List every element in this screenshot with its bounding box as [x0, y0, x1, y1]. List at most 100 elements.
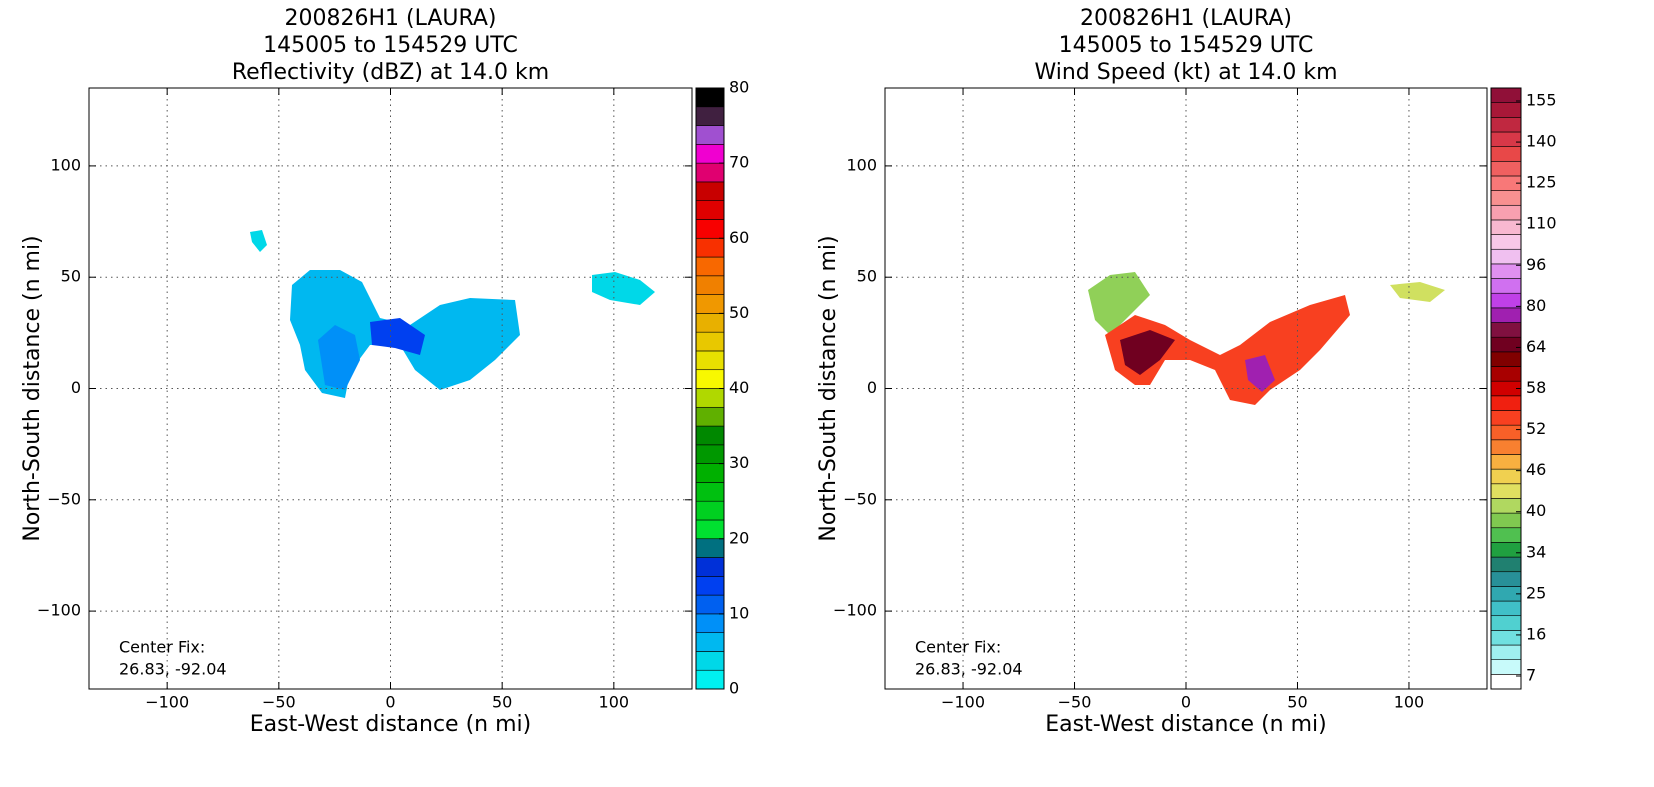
- colorbar-tick-label: 25: [1526, 583, 1546, 602]
- colorbar-cell: [695, 219, 725, 239]
- colorbar-cell: [695, 144, 725, 164]
- colorbar-cell: [1490, 454, 1522, 470]
- y-tick-label: −50: [843, 489, 877, 508]
- colorbar-cell: [1490, 644, 1522, 660]
- x-tick-label: 100: [599, 693, 630, 712]
- y-tick-label: 0: [71, 378, 81, 397]
- colorbar-cell: [1490, 615, 1522, 631]
- colorbar-cell: [1490, 351, 1522, 367]
- colorbar-cell: [1490, 204, 1522, 221]
- colorbar-cell: [1490, 659, 1522, 675]
- colorbar-cell: [1490, 395, 1522, 411]
- colorbar-cell: [1490, 322, 1522, 338]
- x-tick-label: 50: [492, 693, 512, 712]
- echo: [318, 325, 360, 390]
- chart-title: Wind Speed (kt) at 14.0 km: [1034, 60, 1337, 85]
- colorbar-tick-label: 60: [729, 228, 749, 247]
- colorbar-cell: [1490, 542, 1522, 558]
- plot-frame: [88, 87, 693, 690]
- echo: [1245, 355, 1275, 392]
- colorbar-cell: [695, 406, 725, 427]
- echo: [1390, 282, 1445, 302]
- echo: [1120, 330, 1175, 375]
- y-tick-label: 0: [867, 378, 877, 397]
- x-axis-label: East-West distance (n mi): [250, 712, 531, 737]
- colorbar-tick-label: 20: [729, 528, 749, 547]
- y-tick-label: −100: [37, 601, 81, 620]
- colorbar-tick-label: 40: [729, 378, 749, 397]
- colorbar-tick-label: 40: [1526, 501, 1546, 520]
- x-tick-label: 100: [1394, 693, 1425, 712]
- colorbar-cell: [1490, 439, 1522, 455]
- colorbar-tick-label: 10: [729, 603, 749, 622]
- colorbar-tick-label: 96: [1526, 255, 1546, 274]
- echo: [1105, 295, 1350, 405]
- colorbar-cell: [695, 162, 725, 183]
- colorbar-cell: [1490, 630, 1522, 646]
- echo: [250, 230, 267, 252]
- colorbar-tick-label: 70: [729, 153, 749, 172]
- y-tick-label: 50: [61, 267, 81, 286]
- x-tick-label: −100: [145, 693, 189, 712]
- colorbar-cell: [695, 594, 725, 615]
- colorbar-cell: [1490, 131, 1522, 147]
- colorbar-cell: [695, 425, 725, 446]
- colorbar-cell: [695, 87, 725, 108]
- colorbar-cell: [695, 275, 725, 295]
- colorbar-cell: [1490, 263, 1522, 279]
- colorbar-tick-label: 110: [1526, 214, 1557, 233]
- colorbar-tick-label: 50: [729, 303, 749, 322]
- colorbar-cell: [1490, 410, 1522, 426]
- colorbar-cell: [695, 482, 725, 502]
- y-tick-label: 100: [846, 155, 877, 174]
- y-tick-label: −100: [833, 601, 877, 620]
- y-tick-label: 50: [857, 267, 877, 286]
- colorbar-cell: [1490, 498, 1522, 514]
- colorbar-cell: [1490, 512, 1522, 529]
- colorbar-tick-label: 80: [1526, 296, 1546, 315]
- colorbar-tick-label: 30: [729, 453, 749, 472]
- colorbar-cell: [1490, 468, 1522, 485]
- colorbar-cell: [695, 237, 725, 258]
- colorbar-cell: [695, 444, 725, 464]
- colorbar-cell: [695, 538, 725, 558]
- colorbar-cell: [1490, 278, 1522, 294]
- x-tick-label: −100: [941, 693, 985, 712]
- colorbar-cell: [1490, 219, 1522, 235]
- colorbar-cell: [695, 181, 725, 201]
- colorbar-cell: [695, 576, 725, 596]
- colorbar-cell: [695, 669, 725, 690]
- colorbar-cell: [695, 632, 725, 652]
- x-tick-label: 0: [385, 693, 395, 712]
- colorbar-tick-label: 140: [1526, 132, 1557, 151]
- colorbar-cell: [695, 557, 725, 577]
- chart-title: 145005 to 154529 UTC: [1059, 33, 1314, 58]
- colorbar-cell: [1490, 600, 1522, 617]
- echo: [592, 272, 655, 305]
- echo-left: [250, 230, 655, 398]
- x-tick-label: 50: [1287, 693, 1307, 712]
- colorbar-cell: [1490, 424, 1522, 441]
- colorbar-cell: [695, 256, 725, 277]
- chart-title: 200826H1 (LAURA): [284, 6, 496, 31]
- colorbar-tick-label: 0: [729, 679, 739, 698]
- y-tick-label: −50: [47, 489, 81, 508]
- colorbar-tick-label: 125: [1526, 173, 1557, 192]
- colorbar-tick-label: 16: [1526, 624, 1546, 643]
- colorbar-cell: [695, 463, 725, 483]
- colorbar-cell: [1490, 674, 1522, 690]
- chart-title: 200826H1 (LAURA): [1080, 6, 1292, 31]
- plot-frame: [884, 87, 1488, 690]
- colorbar-tick-label: 64: [1526, 337, 1546, 356]
- colorbar-cell: [695, 200, 725, 220]
- colorbar-cell: [1490, 87, 1522, 103]
- colorbar-cell: [1490, 483, 1522, 499]
- colorbar-cell: [695, 313, 725, 333]
- colorbar-cell: [1490, 190, 1522, 206]
- colorbar-cell: [1490, 336, 1522, 353]
- colorbar-tick-label: 7: [1526, 666, 1536, 685]
- annotation: 26.83, -92.04: [915, 660, 1023, 679]
- chart-title: 145005 to 154529 UTC: [263, 33, 518, 58]
- colorbar-tick-label: 80: [729, 78, 749, 97]
